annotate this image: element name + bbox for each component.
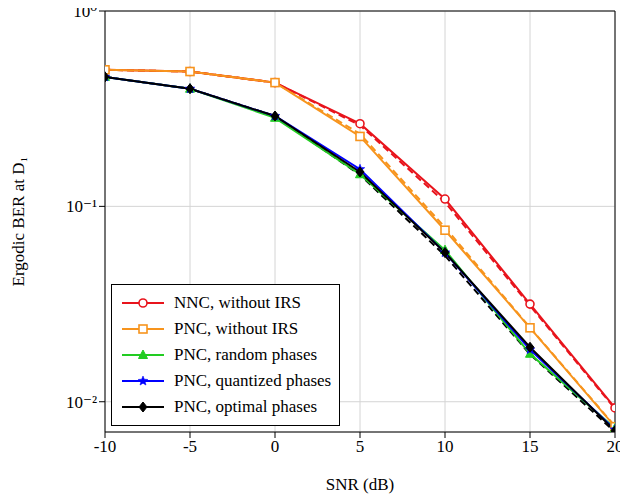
- html-text:NNC, without IRS: NNC, without IRS: [174, 293, 301, 312]
- svg-text:-10: -10: [94, 437, 117, 456]
- html-text:PNC, without IRS: PNC, without IRS: [174, 319, 299, 338]
- svg-text:20: 20: [607, 437, 621, 456]
- svg-text:-5: -5: [183, 437, 197, 456]
- svg-text:SNR (dB): SNR (dB): [326, 475, 394, 494]
- svg-text:10⁻¹: 10⁻¹: [66, 197, 97, 216]
- svg-text:10: 10: [437, 437, 454, 456]
- html-text:PNC, quantized phases: PNC, quantized phases: [174, 371, 332, 390]
- svg-text:10⁻²: 10⁻²: [66, 393, 97, 412]
- svg-text:Ergodic BER at D₁: Ergodic BER at D₁: [9, 157, 28, 287]
- html-text:PNC, optimal phases: PNC, optimal phases: [174, 397, 318, 416]
- svg-text:10⁰: 10⁰: [73, 8, 97, 21]
- html-text:PNC, random phases: PNC, random phases: [174, 345, 318, 364]
- svg-text:0: 0: [271, 437, 280, 456]
- svg-text:15: 15: [522, 437, 539, 456]
- svg-text:5: 5: [356, 437, 365, 456]
